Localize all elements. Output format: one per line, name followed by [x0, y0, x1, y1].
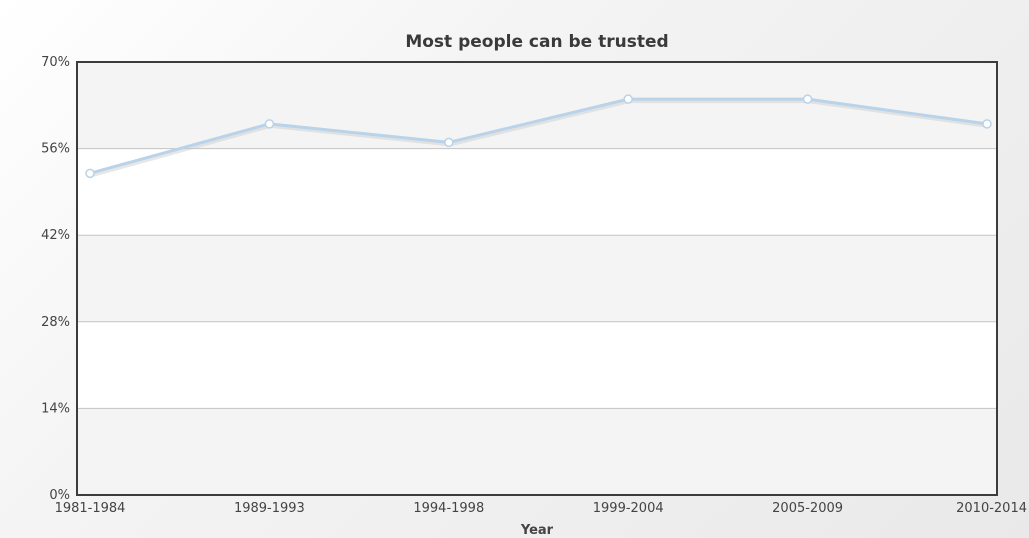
x-tick-label: 2005-2009: [772, 501, 843, 516]
plot-band: [77, 235, 997, 322]
data-point: [802, 94, 813, 104]
plot-band: [77, 408, 997, 495]
y-tick-label: 14%: [41, 401, 70, 416]
x-tick-label: 1994-1998: [413, 501, 484, 516]
chart-title: Most people can be trusted: [405, 32, 668, 52]
data-point: [85, 168, 95, 179]
x-tick-label: 2010-2014: [956, 501, 1027, 516]
x-tick-label: 1989-1993: [234, 501, 305, 516]
data-point: [982, 119, 992, 129]
series-layer: [85, 94, 992, 179]
y-axis-tick-labels: 0% 14% 28% 42% 56% 70%: [41, 55, 70, 503]
data-point: [444, 137, 454, 148]
series-line-shadow: [90, 99, 989, 178]
plot-band: [77, 148, 997, 236]
y-tick-label: 56%: [41, 142, 70, 157]
x-tick-label: 1999-2004: [593, 501, 664, 516]
y-tick-label: 42%: [41, 228, 70, 243]
plot-band: [77, 321, 997, 409]
plot-background-bands: [77, 62, 997, 495]
y-tick-label: 70%: [41, 55, 70, 70]
data-point: [623, 94, 633, 104]
data-point: [264, 119, 275, 129]
y-tick-label: 28%: [41, 315, 70, 330]
plot-frame: [76, 61, 998, 496]
x-axis-title: Year: [520, 523, 554, 538]
series-line: [89, 97, 988, 175]
x-axis-tick-labels: 1981-1984 1989-1993 1994-1998 1999-2004 2005…: [55, 501, 1027, 516]
y-tick-label: 0%: [49, 488, 70, 503]
horizontal-gridlines: [77, 148, 997, 409]
x-tick-label: 1981-1984: [55, 501, 126, 516]
